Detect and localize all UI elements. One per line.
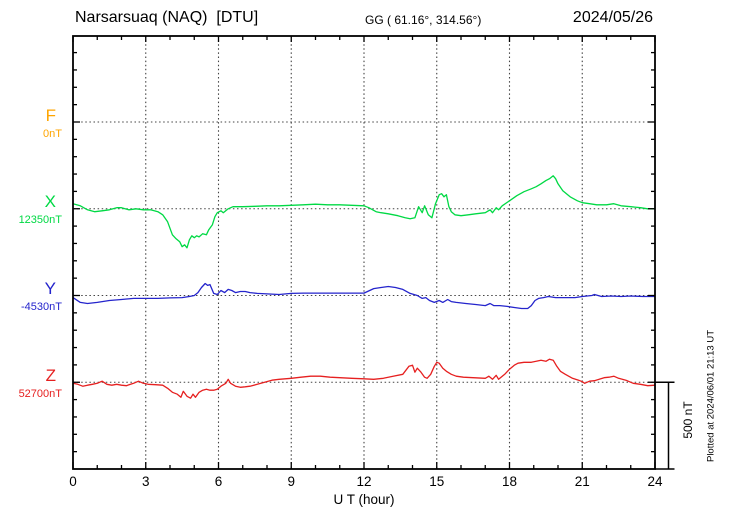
x-axis-label: U T (hour) xyxy=(333,492,395,507)
x-tick-label: 0 xyxy=(69,474,77,489)
x-tick-label: 12 xyxy=(356,474,372,489)
trace-x xyxy=(72,175,655,249)
component-baseline-z: 52700nT xyxy=(18,388,62,400)
x-tick-label: 24 xyxy=(647,474,663,489)
station-title: Narsarsuaq (NAQ) [DTU] xyxy=(75,9,259,26)
trace-z xyxy=(72,358,656,399)
x-tick-label: 9 xyxy=(287,474,296,489)
x-tick-label: 6 xyxy=(214,474,223,489)
x-tick-label: 15 xyxy=(429,474,445,489)
component-baseline-y: -4530nT xyxy=(21,301,62,313)
geographic-coords: GG ( 61.16°, 314.56°) xyxy=(365,13,482,27)
component-label-f: F xyxy=(45,106,56,125)
component-label-x: X xyxy=(44,192,56,211)
plot-date: 2024/05/26 xyxy=(572,9,653,26)
plotted-at-note: Plotted at 2024/06/01 21:13 UT xyxy=(705,329,717,463)
x-tick-label: 21 xyxy=(574,474,590,489)
component-baseline-f: 0nT xyxy=(43,128,62,140)
x-tick-label: 18 xyxy=(501,474,518,489)
plot-frame xyxy=(72,35,656,470)
scale-bar-label: 500 nT xyxy=(681,401,695,439)
x-tick-label: 3 xyxy=(141,474,150,489)
trace-y xyxy=(72,282,655,310)
component-label-z: Z xyxy=(45,366,56,385)
component-label-y: Y xyxy=(44,279,56,298)
component-baseline-x: 12350nT xyxy=(18,214,62,226)
